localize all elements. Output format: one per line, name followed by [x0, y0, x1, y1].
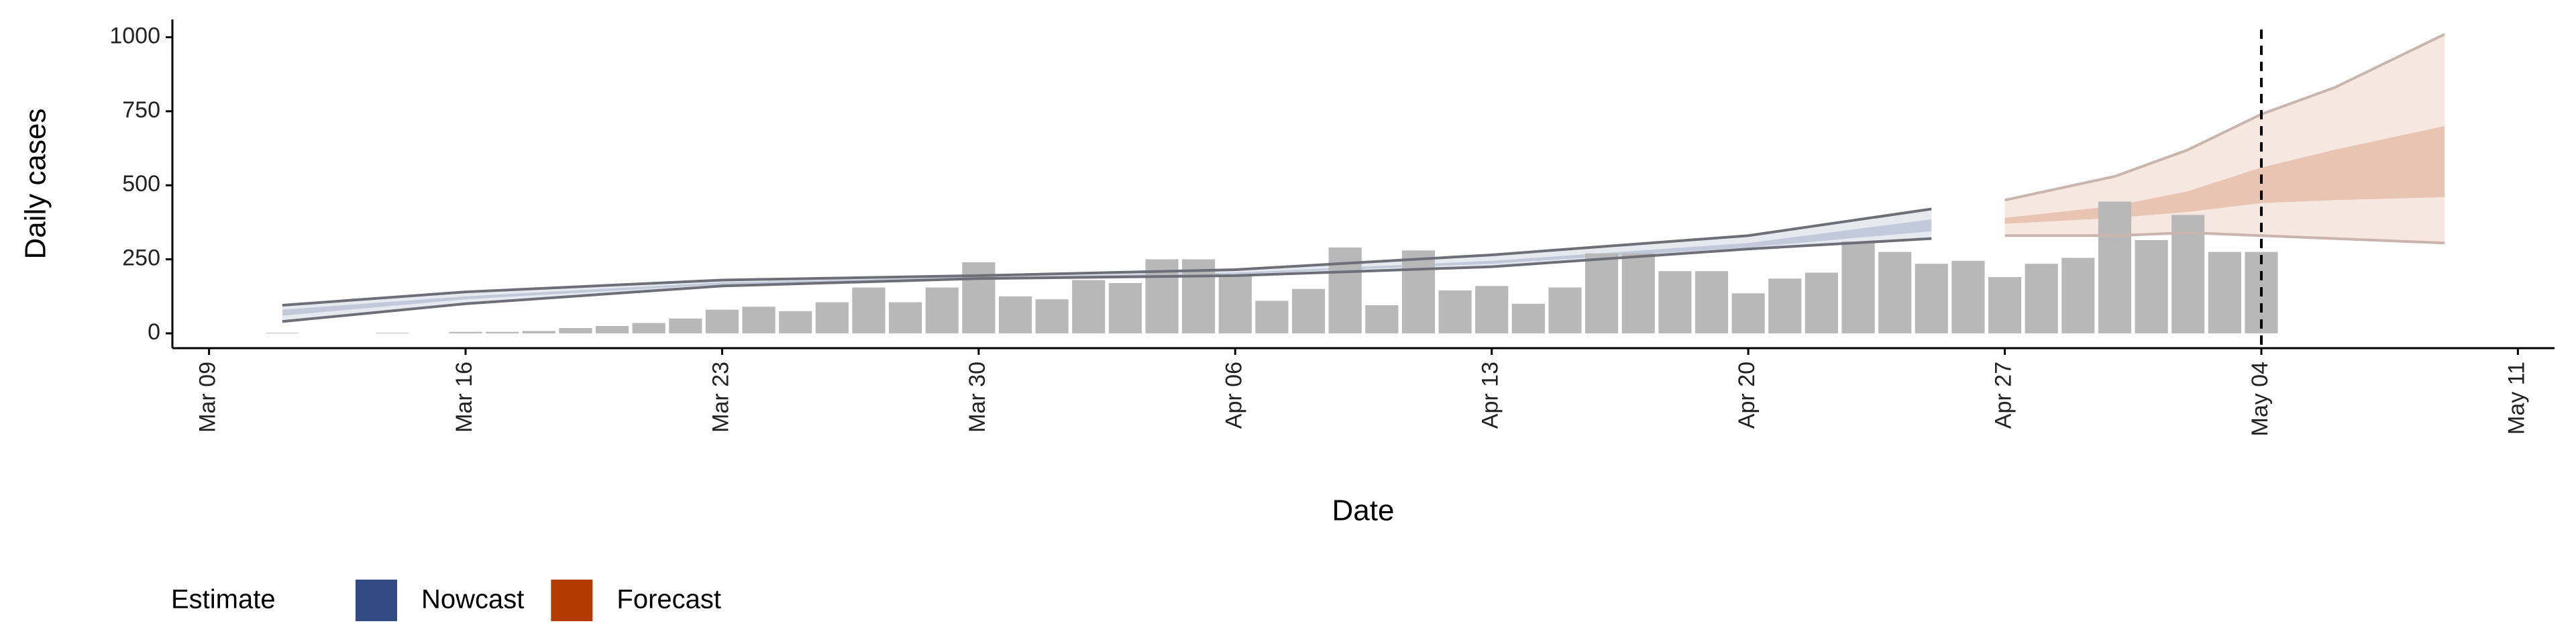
bar: [1511, 303, 1545, 333]
legend-label: Nowcast: [421, 585, 524, 614]
bar: [669, 318, 702, 333]
bar: [1548, 287, 1582, 333]
bar: [962, 262, 996, 333]
bar: [1768, 278, 1802, 333]
x-tick-label: Mar 30: [965, 362, 990, 433]
x-axis-title: Date: [1332, 494, 1395, 527]
bar: [705, 309, 739, 333]
bar: [1915, 264, 1948, 333]
bar: [1841, 241, 1875, 333]
bar: [1328, 247, 1362, 333]
bar: [1731, 293, 1765, 333]
bound-line: [282, 237, 1932, 323]
x-tick-label: Mar 09: [195, 362, 221, 433]
bar: [1988, 277, 2022, 333]
y-tick-label: 500: [122, 171, 160, 197]
bar: [486, 331, 519, 333]
bar: [1218, 275, 1252, 333]
bar: [1475, 286, 1509, 333]
bar: [2208, 252, 2241, 333]
bar: [2135, 239, 2168, 333]
bar: [632, 323, 665, 333]
bar: [1035, 299, 1069, 333]
bar: [1255, 301, 1289, 333]
y-tick-label: 1000: [109, 23, 160, 48]
legend-title: Estimate: [171, 585, 276, 614]
x-tick-label: May 11: [2504, 362, 2529, 435]
bar: [925, 287, 959, 333]
y-axis-title: Daily cases: [19, 109, 52, 260]
bar: [815, 302, 849, 333]
bar: [1438, 290, 1472, 333]
bar: [2061, 258, 2095, 333]
bar: [998, 296, 1032, 333]
y-tick-label: 750: [122, 97, 160, 123]
x-tick-label: Mar 23: [708, 362, 733, 433]
bar: [449, 331, 482, 333]
bar: [1108, 282, 1142, 333]
bar: [1951, 260, 1985, 333]
x-tick-label: Apr 27: [1991, 362, 2017, 429]
bar: [559, 327, 592, 333]
bound-line: [282, 207, 1932, 307]
bar: [1585, 253, 1619, 333]
bar: [2025, 264, 2058, 333]
bound-line: [2004, 231, 2445, 245]
bar: [595, 325, 629, 333]
bar: [1401, 250, 1436, 333]
x-tick-label: Apr 20: [1734, 362, 1760, 429]
legend-swatch: [551, 580, 593, 621]
x-tick-label: Mar 16: [451, 362, 477, 433]
bar: [742, 307, 775, 333]
x-tick-label: Apr 13: [1478, 362, 1503, 429]
bar: [1695, 271, 1729, 333]
bound-line: [2004, 33, 2445, 202]
bar: [779, 311, 812, 333]
inner-band: [2004, 125, 2445, 224]
bar: [1621, 253, 1655, 333]
legend-label: Forecast: [616, 585, 721, 614]
bar: [2098, 201, 2132, 333]
bar: [1805, 272, 1838, 333]
bar: [1365, 305, 1399, 333]
bar: [889, 302, 922, 333]
x-tick-label: Apr 06: [1221, 362, 1246, 429]
x-tick-label: May 04: [2247, 362, 2273, 437]
y-tick-label: 250: [122, 246, 160, 271]
bar: [1878, 252, 1912, 333]
bar: [522, 331, 555, 333]
bar: [2171, 215, 2205, 333]
bar: [1291, 288, 1326, 333]
y-tick-label: 0: [148, 319, 160, 345]
bar: [1658, 271, 1692, 333]
outer-band: [2004, 34, 2445, 244]
bar: [852, 287, 885, 333]
legend-swatch: [356, 580, 397, 621]
bar: [1072, 280, 1106, 333]
